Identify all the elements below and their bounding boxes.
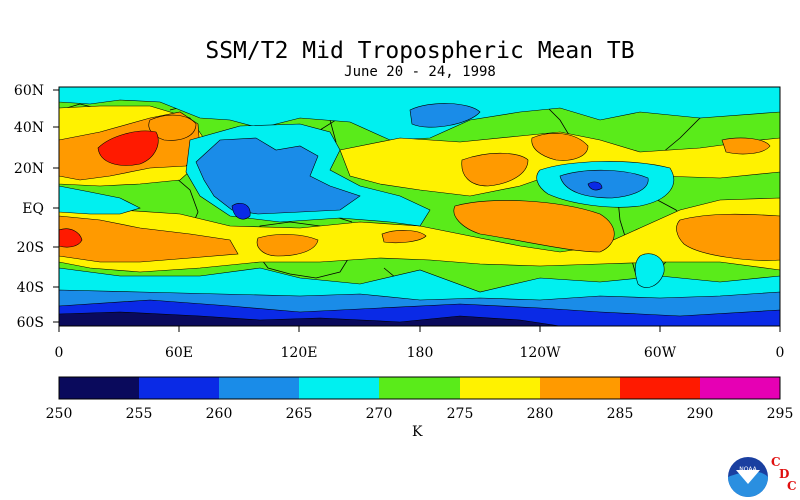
coast-australia (255, 221, 351, 279)
colorbar-cell-265-270 (299, 377, 379, 399)
colorbar-tick-275: 275 (447, 406, 474, 422)
cdc-letter-c2: C (787, 479, 797, 493)
colorbar-tick-250: 250 (46, 406, 73, 422)
lat-label-60s: 60S (17, 315, 44, 331)
lat-label-eq: EQ (22, 201, 44, 217)
colorbar-cell-255-260 (139, 377, 219, 399)
colorbar-frame (58, 376, 781, 400)
colorbar-tick-265: 265 (286, 406, 313, 422)
lon-label-60w: 60W (644, 345, 677, 361)
lon-label-0-right: 0 (776, 345, 785, 361)
colorbar-tick-290: 290 (687, 406, 714, 422)
cdc-letter-c1: C (771, 455, 781, 469)
lon-label-180: 180 (407, 345, 434, 361)
lat-label-40n: 40N (14, 120, 44, 136)
lon-label-60e: 60E (165, 345, 193, 361)
colorbar-cell-280-285 (540, 377, 620, 399)
colorbar-tick-280: 280 (527, 406, 554, 422)
lon-label-0: 0 (55, 345, 64, 361)
latitude-axis: 60N 40N 20N EQ 20S 40S 60S (14, 83, 59, 331)
colorbar-unit-label: K (412, 424, 423, 440)
colorbar-cell-285-290 (620, 377, 700, 399)
colorbar: 250 255 260 265 270 275 280 285 290 295 (46, 376, 794, 422)
colorbar-cell-275-280 (460, 377, 540, 399)
cdc-letter-d: D (779, 467, 790, 481)
colorbar-tick-295: 295 (767, 406, 794, 422)
colorbar-tick-270: 270 (366, 406, 393, 422)
colorbar-tick-285: 285 (607, 406, 634, 422)
longitude-axis: 0 60E 120E 180 120W 60W 0 (55, 326, 785, 361)
lon-label-120w: 120W (519, 345, 561, 361)
colorbar-tick-260: 260 (206, 406, 233, 422)
chart-subtitle: June 20 - 24, 1998 (344, 64, 496, 80)
colorbar-cell-250-255 (59, 377, 139, 399)
colorbar-tick-255: 255 (126, 406, 153, 422)
lon-label-120e: 120E (281, 345, 318, 361)
colorbar-cell-270-275 (379, 377, 460, 399)
lat-label-20s: 20S (17, 240, 44, 256)
noaa-logo-text: NOAA (739, 466, 757, 473)
lat-label-40s: 40S (17, 280, 44, 296)
chart-title: SSM/T2 Mid Tropospheric Mean TB (205, 38, 635, 64)
lat-label-20n: 20N (14, 161, 44, 177)
noaa-logo: NOAA (728, 457, 768, 497)
colorbar-cell-260-265 (219, 377, 299, 399)
colorbar-cell-290-295 (700, 377, 780, 399)
lat-label-60n: 60N (14, 83, 44, 99)
